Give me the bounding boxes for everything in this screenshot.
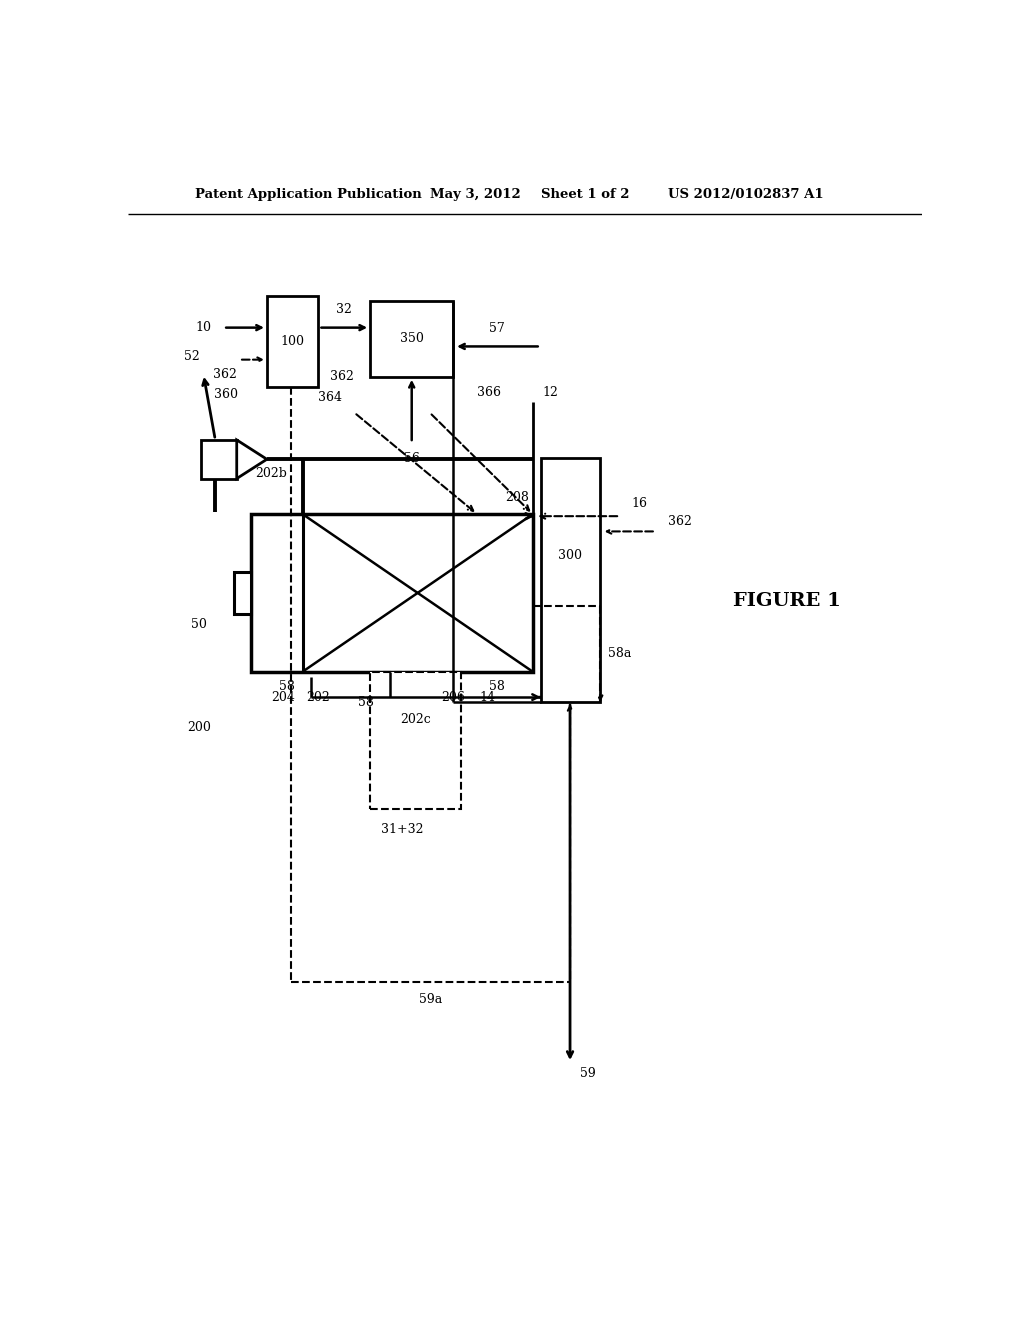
Bar [370, 301, 454, 378]
Text: 59a: 59a [419, 994, 442, 1006]
Text: 202b: 202b [255, 467, 287, 480]
Text: 14: 14 [479, 690, 496, 704]
Text: 52: 52 [183, 350, 200, 363]
Text: 300: 300 [558, 549, 583, 562]
Text: 57: 57 [489, 322, 505, 335]
Text: 50: 50 [191, 618, 208, 631]
Text: 32: 32 [336, 302, 352, 315]
Bar [251, 513, 532, 672]
Bar [370, 672, 461, 809]
Text: 362: 362 [213, 368, 237, 381]
Polygon shape [237, 440, 267, 479]
Bar [201, 440, 237, 479]
Text: 366: 366 [477, 385, 501, 399]
Text: Sheet 1 of 2: Sheet 1 of 2 [541, 189, 629, 202]
Text: 56: 56 [403, 451, 420, 465]
Text: 202: 202 [306, 690, 331, 704]
Text: 59: 59 [580, 1067, 595, 1080]
Text: 362: 362 [668, 515, 691, 528]
Text: May 3, 2012: May 3, 2012 [430, 189, 520, 202]
Text: 204: 204 [270, 690, 295, 704]
Text: 100: 100 [281, 335, 305, 348]
Text: US 2012/0102837 A1: US 2012/0102837 A1 [668, 189, 823, 202]
Text: Patent Application Publication: Patent Application Publication [196, 189, 422, 202]
Text: FIGURE 1: FIGURE 1 [733, 591, 841, 610]
Text: 362: 362 [331, 371, 354, 383]
Bar [233, 572, 251, 614]
Text: 364: 364 [318, 391, 342, 404]
Text: 31+32: 31+32 [381, 822, 423, 836]
Text: 58a: 58a [608, 647, 632, 660]
Text: 12: 12 [543, 385, 558, 399]
Bar [267, 296, 318, 387]
Text: 200: 200 [187, 721, 211, 734]
Text: 360: 360 [214, 388, 238, 401]
Text: 58: 58 [489, 680, 505, 693]
Text: 10: 10 [196, 321, 211, 334]
Text: 202c: 202c [400, 713, 431, 726]
Text: 208: 208 [505, 491, 528, 504]
Text: 350: 350 [399, 333, 424, 346]
Bar [541, 458, 600, 702]
Text: 58: 58 [358, 696, 374, 709]
Text: 206: 206 [441, 690, 465, 704]
Text: 58: 58 [279, 680, 295, 693]
Text: 16: 16 [632, 498, 648, 511]
